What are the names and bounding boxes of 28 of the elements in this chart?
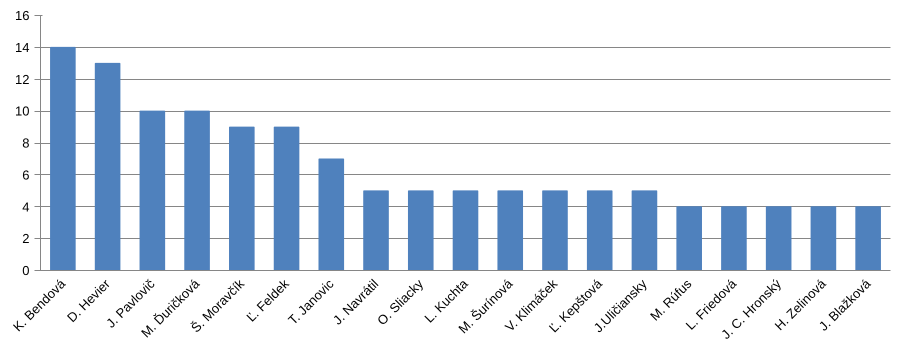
bar (318, 158, 344, 270)
bar (452, 190, 478, 270)
bar (676, 206, 702, 270)
y-tick-label: 0 (22, 263, 30, 278)
bar (229, 126, 255, 270)
bar (50, 46, 76, 270)
bar (542, 190, 568, 270)
y-tick-label: 6 (22, 167, 30, 182)
bar (766, 206, 792, 270)
bar (855, 206, 881, 270)
bar (497, 190, 524, 270)
y-tick-label: 16 (15, 8, 30, 23)
bar (184, 110, 210, 270)
bar (408, 190, 434, 270)
y-tick-label: 12 (15, 72, 30, 87)
bar (363, 190, 389, 270)
bar (632, 190, 658, 270)
bar (586, 190, 613, 270)
y-tick-label: 2 (22, 231, 30, 246)
bar (721, 206, 747, 270)
bar (140, 110, 166, 270)
y-tick-label: 14 (15, 40, 30, 55)
bar (274, 126, 300, 270)
bar (94, 62, 120, 270)
y-tick-label: 4 (22, 199, 30, 214)
y-tick-label: 8 (22, 136, 30, 150)
y-tick-label: 10 (15, 104, 30, 119)
bar (810, 206, 836, 270)
